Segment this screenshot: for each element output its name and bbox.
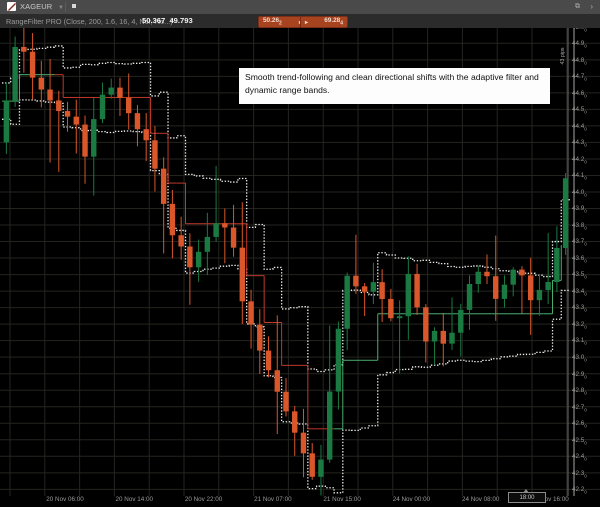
svg-text:43 pips: 43 pips [560, 47, 566, 64]
